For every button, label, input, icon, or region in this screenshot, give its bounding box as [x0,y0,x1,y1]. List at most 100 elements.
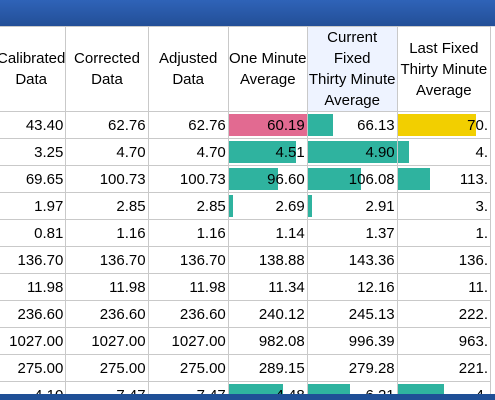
table-cell-adjusted-data[interactable]: 100.73 [147,165,229,193]
table-cell-corrected-data[interactable]: 7.47 [65,381,149,394]
table-cell-last-fixed-thirty-minute-average[interactable]: 4. [396,138,492,166]
table-cell-adjusted-data[interactable]: 136.70 [147,246,229,274]
table-cell-corrected-data[interactable]: 62.76 [65,111,149,139]
table-cell-one-minute-average[interactable]: 982.08 [227,327,308,355]
table-row[interactable]: 43.40 62.76 62.76 60.19 66.13 70. [0,111,492,139]
cell-value: 60.19 [267,116,305,134]
table-row[interactable]: 3.25 4.70 4.70 4.51 4.90 4. [0,138,492,166]
table-cell-last-fixed-thirty-minute-average[interactable]: 113. [396,165,492,193]
table-cell-one-minute-average[interactable]: 11.34 [227,273,308,301]
table-cell-corrected-data[interactable]: 236.60 [65,300,149,328]
table-row[interactable]: 1.97 2.85 2.85 2.69 2.91 3. [0,192,492,220]
table-cell-one-minute-average[interactable]: 138.88 [227,246,308,274]
table-cell-adjusted-data[interactable]: 62.76 [147,111,229,139]
table-cell-calibrated-data[interactable]: 236.60 [0,300,67,328]
table-cell-calibrated-data[interactable]: 4.10 [0,381,67,395]
table-cell-current-fixed-thirty-minute-average[interactable]: 12.16 [306,273,398,301]
table-cell-corrected-data[interactable]: 11.98 [65,273,149,301]
table-cell-corrected-data[interactable]: 2.85 [65,192,149,220]
cell-value: 1027.00 [91,332,146,350]
table-cell-current-fixed-thirty-minute-average[interactable]: 4.90 [306,138,398,166]
table-cell-calibrated-data[interactable]: 3.25 [0,138,67,166]
cell-value: 11.98 [189,278,226,296]
table-cell-current-fixed-thirty-minute-average[interactable]: 66.13 [306,111,398,139]
table-row[interactable]: 136.70 136.70 136.70 138.88 143.36 136. [0,246,492,274]
table-cell-last-fixed-thirty-minute-average[interactable]: 222. [396,300,492,328]
table-cell-calibrated-data[interactable]: 275.00 [0,354,67,382]
table-row[interactable]: 0.81 1.16 1.16 1.14 1.37 1. [0,219,492,247]
cell-value: 4.70 [196,143,226,161]
table-cell-calibrated-data[interactable]: 43.40 [0,111,67,139]
table-cell-corrected-data[interactable]: 136.70 [65,246,149,274]
cell-value: 1.16 [116,224,146,242]
table-cell-last-fixed-thirty-minute-average[interactable]: 3. [396,192,492,220]
table-cell-one-minute-average[interactable]: 96.60 [227,165,308,193]
table-cell-one-minute-average[interactable]: 4.48 [227,381,308,394]
table-cell-corrected-data[interactable]: 275.00 [65,354,149,382]
column-header-current-fixed-thirty-minute-average[interactable]: Current Fixed Thirty Minute Average [306,26,398,112]
data-table: Calibrated Data Corrected Data Adjusted Da… [0,26,492,395]
table-row[interactable]: 69.65 100.73 100.73 96.60 106.08 113. [0,165,492,193]
table-cell-last-fixed-thirty-minute-average[interactable]: 11. [396,273,492,301]
window-title-bar [0,0,495,27]
cell-value: 1.97 [34,197,64,215]
cell-value: 1.14 [275,224,305,242]
table-cell-one-minute-average[interactable]: 60.19 [227,111,308,139]
column-header-corrected-data[interactable]: Corrected Data [65,26,149,112]
table-cell-calibrated-data[interactable]: 69.65 [0,165,67,193]
table-cell-current-fixed-thirty-minute-average[interactable]: 1.37 [306,219,398,247]
table-cell-adjusted-data[interactable]: 2.85 [147,192,229,220]
table-cell-one-minute-average[interactable]: 240.12 [227,300,308,328]
table-cell-adjusted-data[interactable]: 4.70 [147,138,229,166]
table-cell-one-minute-average[interactable]: 289.15 [227,354,308,382]
table-cell-corrected-data[interactable]: 100.73 [65,165,149,193]
table-cell-calibrated-data[interactable]: 1027.00 [0,327,67,355]
cell-value: 279.28 [348,359,395,377]
table-cell-last-fixed-thirty-minute-average[interactable]: 1. [396,219,492,247]
table-cell-adjusted-data[interactable]: 236.60 [147,300,229,328]
table-cell-calibrated-data[interactable]: 11.98 [0,273,67,301]
table-row[interactable]: 4.10 7.47 7.47 4.48 6.21 4. [0,381,492,395]
cell-value: 2.91 [365,197,395,215]
cell-value: 275.00 [17,359,64,377]
table-cell-current-fixed-thirty-minute-average[interactable]: 996.39 [306,327,398,355]
table-row[interactable]: 1027.00 1027.00 1027.00 982.08 996.39 963. [0,327,492,355]
table-cell-one-minute-average[interactable]: 1.14 [227,219,308,247]
cell-value: 4.10 [34,387,63,395]
table-cell-adjusted-data[interactable]: 7.47 [147,381,229,394]
column-header-last-fixed-thirty-minute-average[interactable]: Last Fixed Thirty Minute Average [396,26,492,112]
table-cell-current-fixed-thirty-minute-average[interactable]: 279.28 [306,354,398,382]
cell-value: 1. [475,224,488,242]
table-row[interactable]: 11.98 11.98 11.98 11.34 12.16 11. [0,273,492,301]
table-cell-adjusted-data[interactable]: 1027.00 [147,327,229,355]
table-cell-last-fixed-thirty-minute-average[interactable]: 4. [396,381,492,394]
table-cell-last-fixed-thirty-minute-average[interactable]: 963. [396,327,492,355]
table-row[interactable]: 236.60 236.60 236.60 240.12 245.13 222. [0,300,492,328]
table-cell-current-fixed-thirty-minute-average[interactable]: 6.21 [306,381,398,394]
cell-value: 11.98 [26,278,64,296]
table-row[interactable]: 275.00 275.00 275.00 289.15 279.28 221. [0,354,492,382]
table-cell-last-fixed-thirty-minute-average[interactable]: 70. [396,111,492,139]
value-fill-bar [229,384,284,394]
table-cell-adjusted-data[interactable]: 1.16 [147,219,229,247]
table-cell-calibrated-data[interactable]: 136.70 [0,246,67,274]
table-cell-current-fixed-thirty-minute-average[interactable]: 2.91 [306,192,398,220]
column-header-one-minute-average[interactable]: One Minute Average [227,26,308,112]
table-cell-adjusted-data[interactable]: 275.00 [147,354,229,382]
table-cell-corrected-data[interactable]: 1.16 [65,219,149,247]
cell-value: 62.76 [108,116,146,134]
table-cell-calibrated-data[interactable]: 1.97 [0,192,67,220]
table-cell-adjusted-data[interactable]: 11.98 [147,273,229,301]
table-cell-current-fixed-thirty-minute-average[interactable]: 143.36 [306,246,398,274]
table-cell-calibrated-data[interactable]: 0.81 [0,219,67,247]
table-cell-current-fixed-thirty-minute-average[interactable]: 106.08 [306,165,398,193]
table-cell-last-fixed-thirty-minute-average[interactable]: 136. [396,246,492,274]
table-cell-corrected-data[interactable]: 4.70 [65,138,149,166]
table-cell-one-minute-average[interactable]: 2.69 [227,192,308,220]
column-header-calibrated-data[interactable]: Calibrated Data [0,26,67,112]
table-cell-one-minute-average[interactable]: 4.51 [227,138,308,166]
column-header-adjusted-data[interactable]: Adjusted Data [147,26,229,112]
table-cell-current-fixed-thirty-minute-average[interactable]: 245.13 [306,300,398,328]
table-cell-last-fixed-thirty-minute-average[interactable]: 221. [396,354,492,382]
table-cell-corrected-data[interactable]: 1027.00 [65,327,149,355]
